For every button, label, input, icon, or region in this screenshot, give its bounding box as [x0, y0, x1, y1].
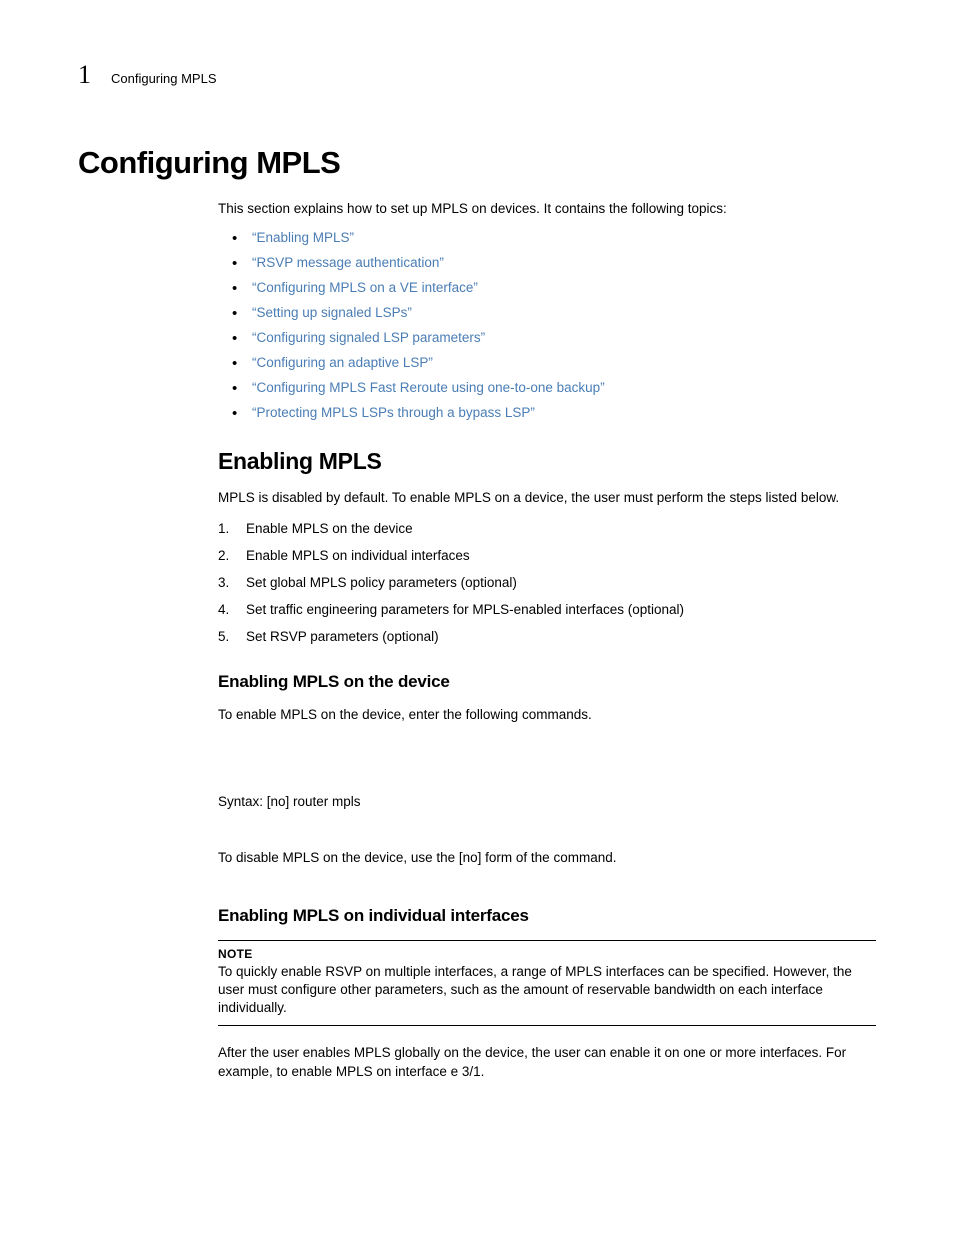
- topic-item: “Configuring MPLS Fast Reroute using one…: [232, 380, 876, 395]
- topic-item: “Configuring an adaptive LSP”: [232, 355, 876, 370]
- step-item: Set RSVP parameters (optional): [218, 629, 876, 644]
- topic-link[interactable]: “Configuring signaled LSP parameters”: [252, 330, 485, 345]
- section-heading-enabling-mpls: Enabling MPLS: [218, 448, 876, 475]
- content-area: This section explains how to set up MPLS…: [218, 201, 876, 1081]
- chapter-label: Configuring MPLS: [111, 71, 217, 86]
- step-item: Enable MPLS on the device: [218, 521, 876, 536]
- topic-link[interactable]: “Configuring MPLS on a VE interface”: [252, 280, 478, 295]
- page-title: Configuring MPLS: [78, 145, 876, 181]
- topic-item: “Protecting MPLS LSPs through a bypass L…: [232, 405, 876, 420]
- note-box: NOTE To quickly enable RSVP on multiple …: [218, 940, 876, 1027]
- on-interfaces-para: After the user enables MPLS globally on …: [218, 1044, 876, 1080]
- subsection-heading-on-device: Enabling MPLS on the device: [218, 672, 876, 692]
- page-container: 1 Configuring MPLS Configuring MPLS This…: [0, 0, 954, 1155]
- topic-item: “Configuring MPLS on a VE interface”: [232, 280, 876, 295]
- enabling-steps: Enable MPLS on the device Enable MPLS on…: [218, 521, 876, 644]
- topic-link[interactable]: “RSVP message authentication”: [252, 255, 444, 270]
- step-item: Set global MPLS policy parameters (optio…: [218, 575, 876, 590]
- running-header: 1 Configuring MPLS: [78, 60, 876, 90]
- topics-list: “Enabling MPLS” “RSVP message authentica…: [232, 230, 876, 420]
- topic-link[interactable]: “Enabling MPLS”: [252, 230, 354, 245]
- chapter-number: 1: [78, 60, 91, 90]
- subsection-heading-on-interfaces: Enabling MPLS on individual interfaces: [218, 906, 876, 926]
- syntax-line: Syntax: [no] router mpls: [218, 794, 876, 809]
- step-item: Enable MPLS on individual interfaces: [218, 548, 876, 563]
- note-text: To quickly enable RSVP on multiple inter…: [218, 963, 876, 1018]
- topic-link[interactable]: “Protecting MPLS LSPs through a bypass L…: [252, 405, 535, 420]
- enabling-paragraph: MPLS is disabled by default. To enable M…: [218, 489, 876, 507]
- intro-paragraph: This section explains how to set up MPLS…: [218, 201, 876, 216]
- note-label: NOTE: [218, 947, 876, 961]
- topic-item: “Setting up signaled LSPs”: [232, 305, 876, 320]
- topic-link[interactable]: “Configuring an adaptive LSP”: [252, 355, 433, 370]
- on-device-para2: To disable MPLS on the device, use the […: [218, 849, 876, 867]
- topic-link[interactable]: “Setting up signaled LSPs”: [252, 305, 412, 320]
- step-item: Set traffic engineering parameters for M…: [218, 602, 876, 617]
- on-device-para1: To enable MPLS on the device, enter the …: [218, 706, 876, 724]
- topic-item: “Enabling MPLS”: [232, 230, 876, 245]
- topic-link[interactable]: “Configuring MPLS Fast Reroute using one…: [252, 380, 605, 395]
- topic-item: “RSVP message authentication”: [232, 255, 876, 270]
- topic-item: “Configuring signaled LSP parameters”: [232, 330, 876, 345]
